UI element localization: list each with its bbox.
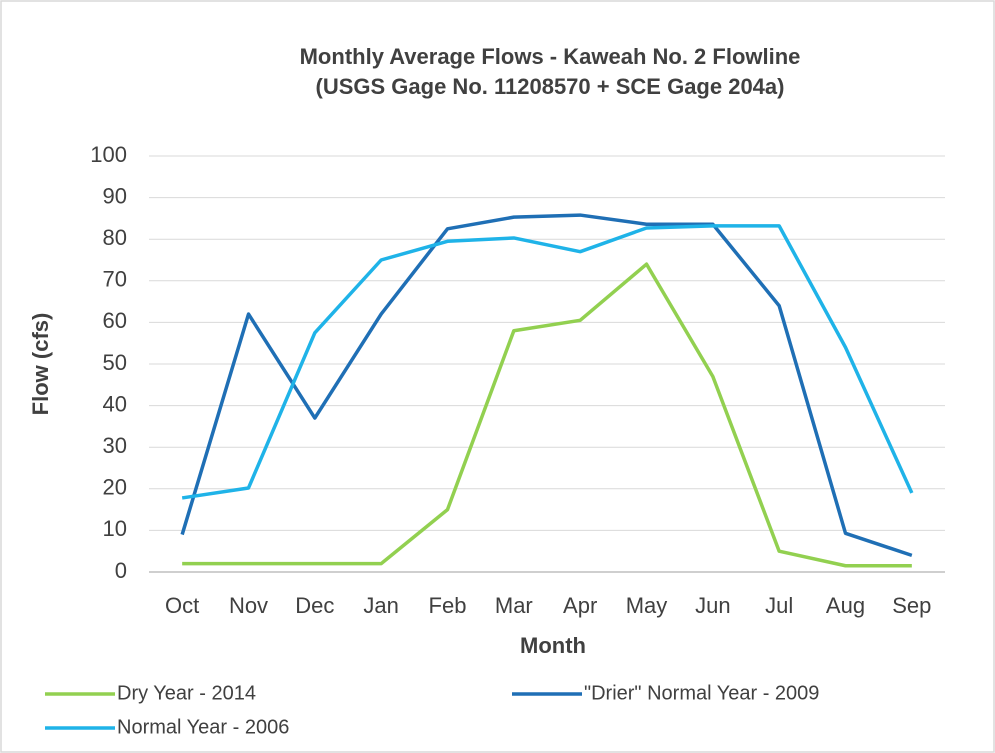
legend-label: "Drier" Normal Year - 2009 xyxy=(584,682,819,704)
x-tick-label: Jul xyxy=(765,593,793,618)
y-tick-label: 70 xyxy=(103,267,127,292)
x-tick-label: Jun xyxy=(695,593,730,618)
y-tick-label: 90 xyxy=(103,183,127,208)
x-tick-label: Apr xyxy=(563,593,597,618)
x-tick-label: Dec xyxy=(295,593,334,618)
x-axis-title: Month xyxy=(520,633,586,658)
y-axis-title: Flow (cfs) xyxy=(28,313,53,416)
x-tick-label: Nov xyxy=(229,593,268,618)
legend-label: Normal Year - 2006 xyxy=(117,716,289,738)
series-line xyxy=(182,262,912,568)
y-tick-label: 10 xyxy=(103,516,127,541)
x-tick-label: May xyxy=(626,593,668,618)
y-tick-label: 80 xyxy=(103,225,127,250)
series-line xyxy=(180,213,913,558)
x-tick-label: Mar xyxy=(495,593,533,618)
y-tick-label: 100 xyxy=(90,142,127,167)
x-tick-label: Sep xyxy=(892,593,931,618)
chart-title: Monthly Average Flows - Kaweah No. 2 Flo… xyxy=(300,44,801,69)
x-tick-label: Aug xyxy=(826,593,865,618)
y-tick-label: 30 xyxy=(103,433,127,458)
chart-title: (USGS Gage No. 11208570 + SCE Gage 204a) xyxy=(316,74,785,99)
x-tick-label: Feb xyxy=(429,593,467,618)
x-tick-label: Oct xyxy=(165,593,199,618)
y-tick-label: 60 xyxy=(103,308,127,333)
y-tick-label: 50 xyxy=(103,350,127,375)
legend-label: Dry Year - 2014 xyxy=(117,682,256,704)
series-line xyxy=(181,224,914,500)
y-tick-label: 20 xyxy=(103,475,127,500)
y-tick-label: 0 xyxy=(115,558,127,583)
x-tick-label: Jan xyxy=(363,593,398,618)
y-tick-label: 40 xyxy=(103,391,127,416)
